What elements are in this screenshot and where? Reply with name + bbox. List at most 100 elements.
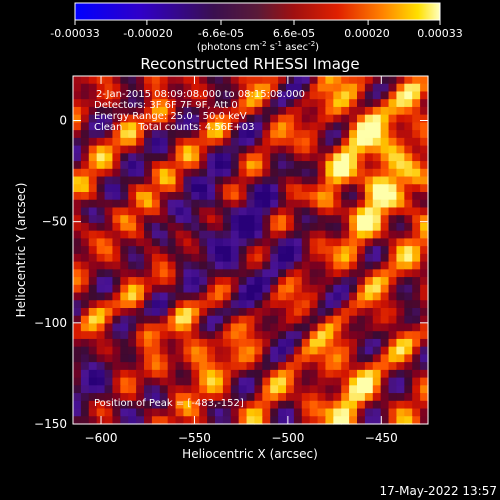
heatmap-cell [388, 354, 398, 363]
heatmap-cell [230, 354, 240, 363]
heatmap-cell [286, 168, 295, 178]
heatmap-cell [159, 253, 169, 263]
heatmap-cell [151, 385, 161, 394]
heatmap-cell [104, 91, 114, 100]
heatmap-cell [364, 284, 374, 294]
heatmap-cell [207, 400, 216, 410]
heatmap-cell [286, 253, 295, 263]
heatmap-cell [230, 253, 240, 263]
heatmap-cell [136, 377, 145, 386]
heatmap-cell [309, 400, 319, 410]
heatmap-cell [325, 192, 334, 201]
heatmap-cell [380, 153, 390, 162]
heatmap-cell [388, 99, 398, 108]
heatmap-cell [88, 161, 98, 170]
heatmap-cell [238, 331, 248, 340]
heatmap-cell [396, 176, 405, 185]
heatmap-cell [254, 362, 263, 371]
heatmap-cell [333, 315, 342, 325]
heatmap-cell [120, 130, 129, 139]
heatmap-cell [191, 168, 200, 178]
heatmap-cell [380, 122, 390, 131]
heatmap-cell [278, 408, 287, 417]
heatmap-cell [254, 161, 263, 170]
heatmap-cell [144, 331, 153, 340]
heatmap-cell [388, 377, 398, 386]
heatmap-cell [246, 222, 256, 232]
heatmap-cell [175, 362, 185, 371]
heatmap-cell [301, 184, 311, 193]
heatmap-cell [412, 207, 421, 216]
heatmap-cell [404, 106, 413, 116]
heatmap-cell [80, 106, 90, 116]
heatmap-cell [246, 323, 256, 332]
heatmap-cell [270, 269, 279, 278]
heatmap-cell [254, 253, 263, 263]
heatmap-cell [207, 377, 216, 386]
heatmap-cell [317, 354, 327, 363]
heatmap-cell [128, 284, 137, 294]
heatmap-cell [120, 122, 129, 131]
heatmap-cell [380, 393, 390, 402]
heatmap-cell [199, 354, 208, 363]
heatmap-cell [301, 308, 311, 317]
heatmap-cell [167, 99, 177, 108]
heatmap-cell [175, 377, 185, 386]
heatmap-cell [254, 207, 263, 216]
heatmap-cell [199, 331, 208, 340]
heatmap-cell [167, 176, 177, 185]
heatmap-cell [238, 338, 248, 348]
heatmap-cell [73, 168, 82, 178]
heatmap-cell [151, 215, 161, 224]
heatmap-cell [238, 277, 248, 286]
heatmap-cell [199, 230, 208, 239]
heatmap-cell [136, 331, 145, 340]
heatmap-cell [364, 106, 374, 116]
heatmap-cell [270, 91, 279, 100]
heatmap-cell [262, 284, 271, 294]
heatmap-cell [215, 145, 224, 154]
heatmap-cell [183, 176, 192, 185]
heatmap-cell [104, 76, 114, 85]
heatmap-cell [412, 338, 421, 348]
heatmap-cell [238, 362, 248, 371]
heatmap-cell [341, 76, 350, 85]
heatmap-cell [151, 315, 161, 325]
heatmap-cell [278, 122, 287, 131]
heatmap-cell [420, 99, 429, 108]
heatmap-cell [372, 346, 382, 355]
heatmap-cell [144, 168, 153, 178]
heatmap-cell [388, 184, 398, 193]
heatmap-cell [183, 238, 192, 247]
heatmap-cell [278, 192, 287, 201]
heatmap-cell [420, 354, 429, 363]
heatmap-cell [246, 369, 256, 379]
heatmap-cell [357, 91, 366, 100]
heatmap-cell [88, 137, 98, 147]
heatmap-cell [246, 331, 256, 340]
heatmap-cell [396, 261, 405, 270]
heatmap-cell [270, 161, 279, 170]
heatmap-cell [238, 346, 248, 355]
heatmap-cell [349, 122, 358, 131]
heatmap-cell [207, 184, 216, 193]
heatmap-cell [159, 393, 169, 402]
heatmap-cell [215, 292, 224, 301]
heatmap-cell [207, 76, 216, 85]
heatmap-cell [151, 416, 161, 425]
heatmap-cell [341, 199, 350, 209]
heatmap-cell [104, 184, 114, 193]
heatmap-cell [341, 385, 350, 394]
heatmap-cell [396, 106, 405, 116]
heatmap-cell [167, 354, 177, 363]
heatmap-cell [246, 377, 256, 386]
heatmap-cell [199, 130, 208, 139]
heatmap-cell [333, 400, 342, 410]
heatmap-cell [420, 91, 429, 100]
heatmap-cell [364, 300, 374, 309]
heatmap-cell [396, 385, 405, 394]
heatmap-cell [159, 300, 169, 309]
heatmap-cell [199, 207, 208, 216]
heatmap-cell [159, 122, 169, 131]
heatmap-cell [388, 323, 398, 332]
